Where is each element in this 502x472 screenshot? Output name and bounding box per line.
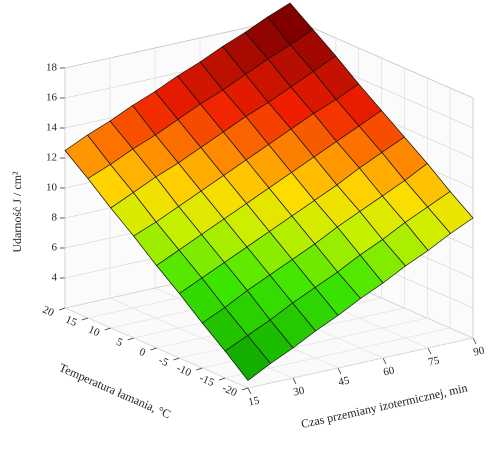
z-tick-label: 8 [52,212,58,224]
y-tick-label: 20 [41,304,56,320]
y-tick [104,327,111,331]
y-tick-label: -20 [220,382,239,399]
x-tick-label: 75 [427,354,441,368]
y-tick [58,307,66,311]
x-tick [337,367,342,375]
y-tick-label: 5 [114,336,124,349]
y-tick [241,387,249,391]
z-tick-label: 10 [46,182,58,194]
y-tick [218,377,226,381]
x-tick [247,387,252,395]
z-tick-label: 16 [46,92,58,104]
surface-cell [224,335,271,381]
z-tick-label: 18 [46,62,58,74]
x-tick-label: 60 [382,364,396,378]
x-tick [292,377,297,385]
x-tick [427,347,432,355]
y-tick [127,337,134,341]
x-tick-label: 15 [247,394,261,408]
z-tick-label: 4 [52,272,58,284]
z-tick-label: 14 [46,122,58,134]
x-tick-label: 90 [472,344,486,358]
x-tick [382,357,387,365]
y-tick [173,357,180,361]
y-tick-label: -10 [175,362,194,379]
y-tick [196,367,203,371]
grid-line [225,88,451,379]
y-tick [81,317,89,321]
z-tick-label: 12 [46,152,57,164]
grid-line [247,98,474,389]
x-tick [472,337,477,345]
z-axis-title: Udarność J / cm² [10,171,24,253]
y-axis-title: Temperatura łamania, °C [57,360,173,421]
y-tick-label: -5 [157,354,171,369]
y-tick-label: 0 [137,346,147,359]
x-axis-title: Czas przemiany izotermicznej, min [300,381,469,432]
y-tick-label: 10 [86,324,101,340]
y-tick [150,347,157,351]
z-tick-label: 6 [52,242,58,254]
x-tick-label: 30 [292,384,306,398]
y-tick-label: 15 [64,314,79,330]
y-tick-label: -15 [197,372,216,389]
x-tick-label: 45 [337,374,351,388]
